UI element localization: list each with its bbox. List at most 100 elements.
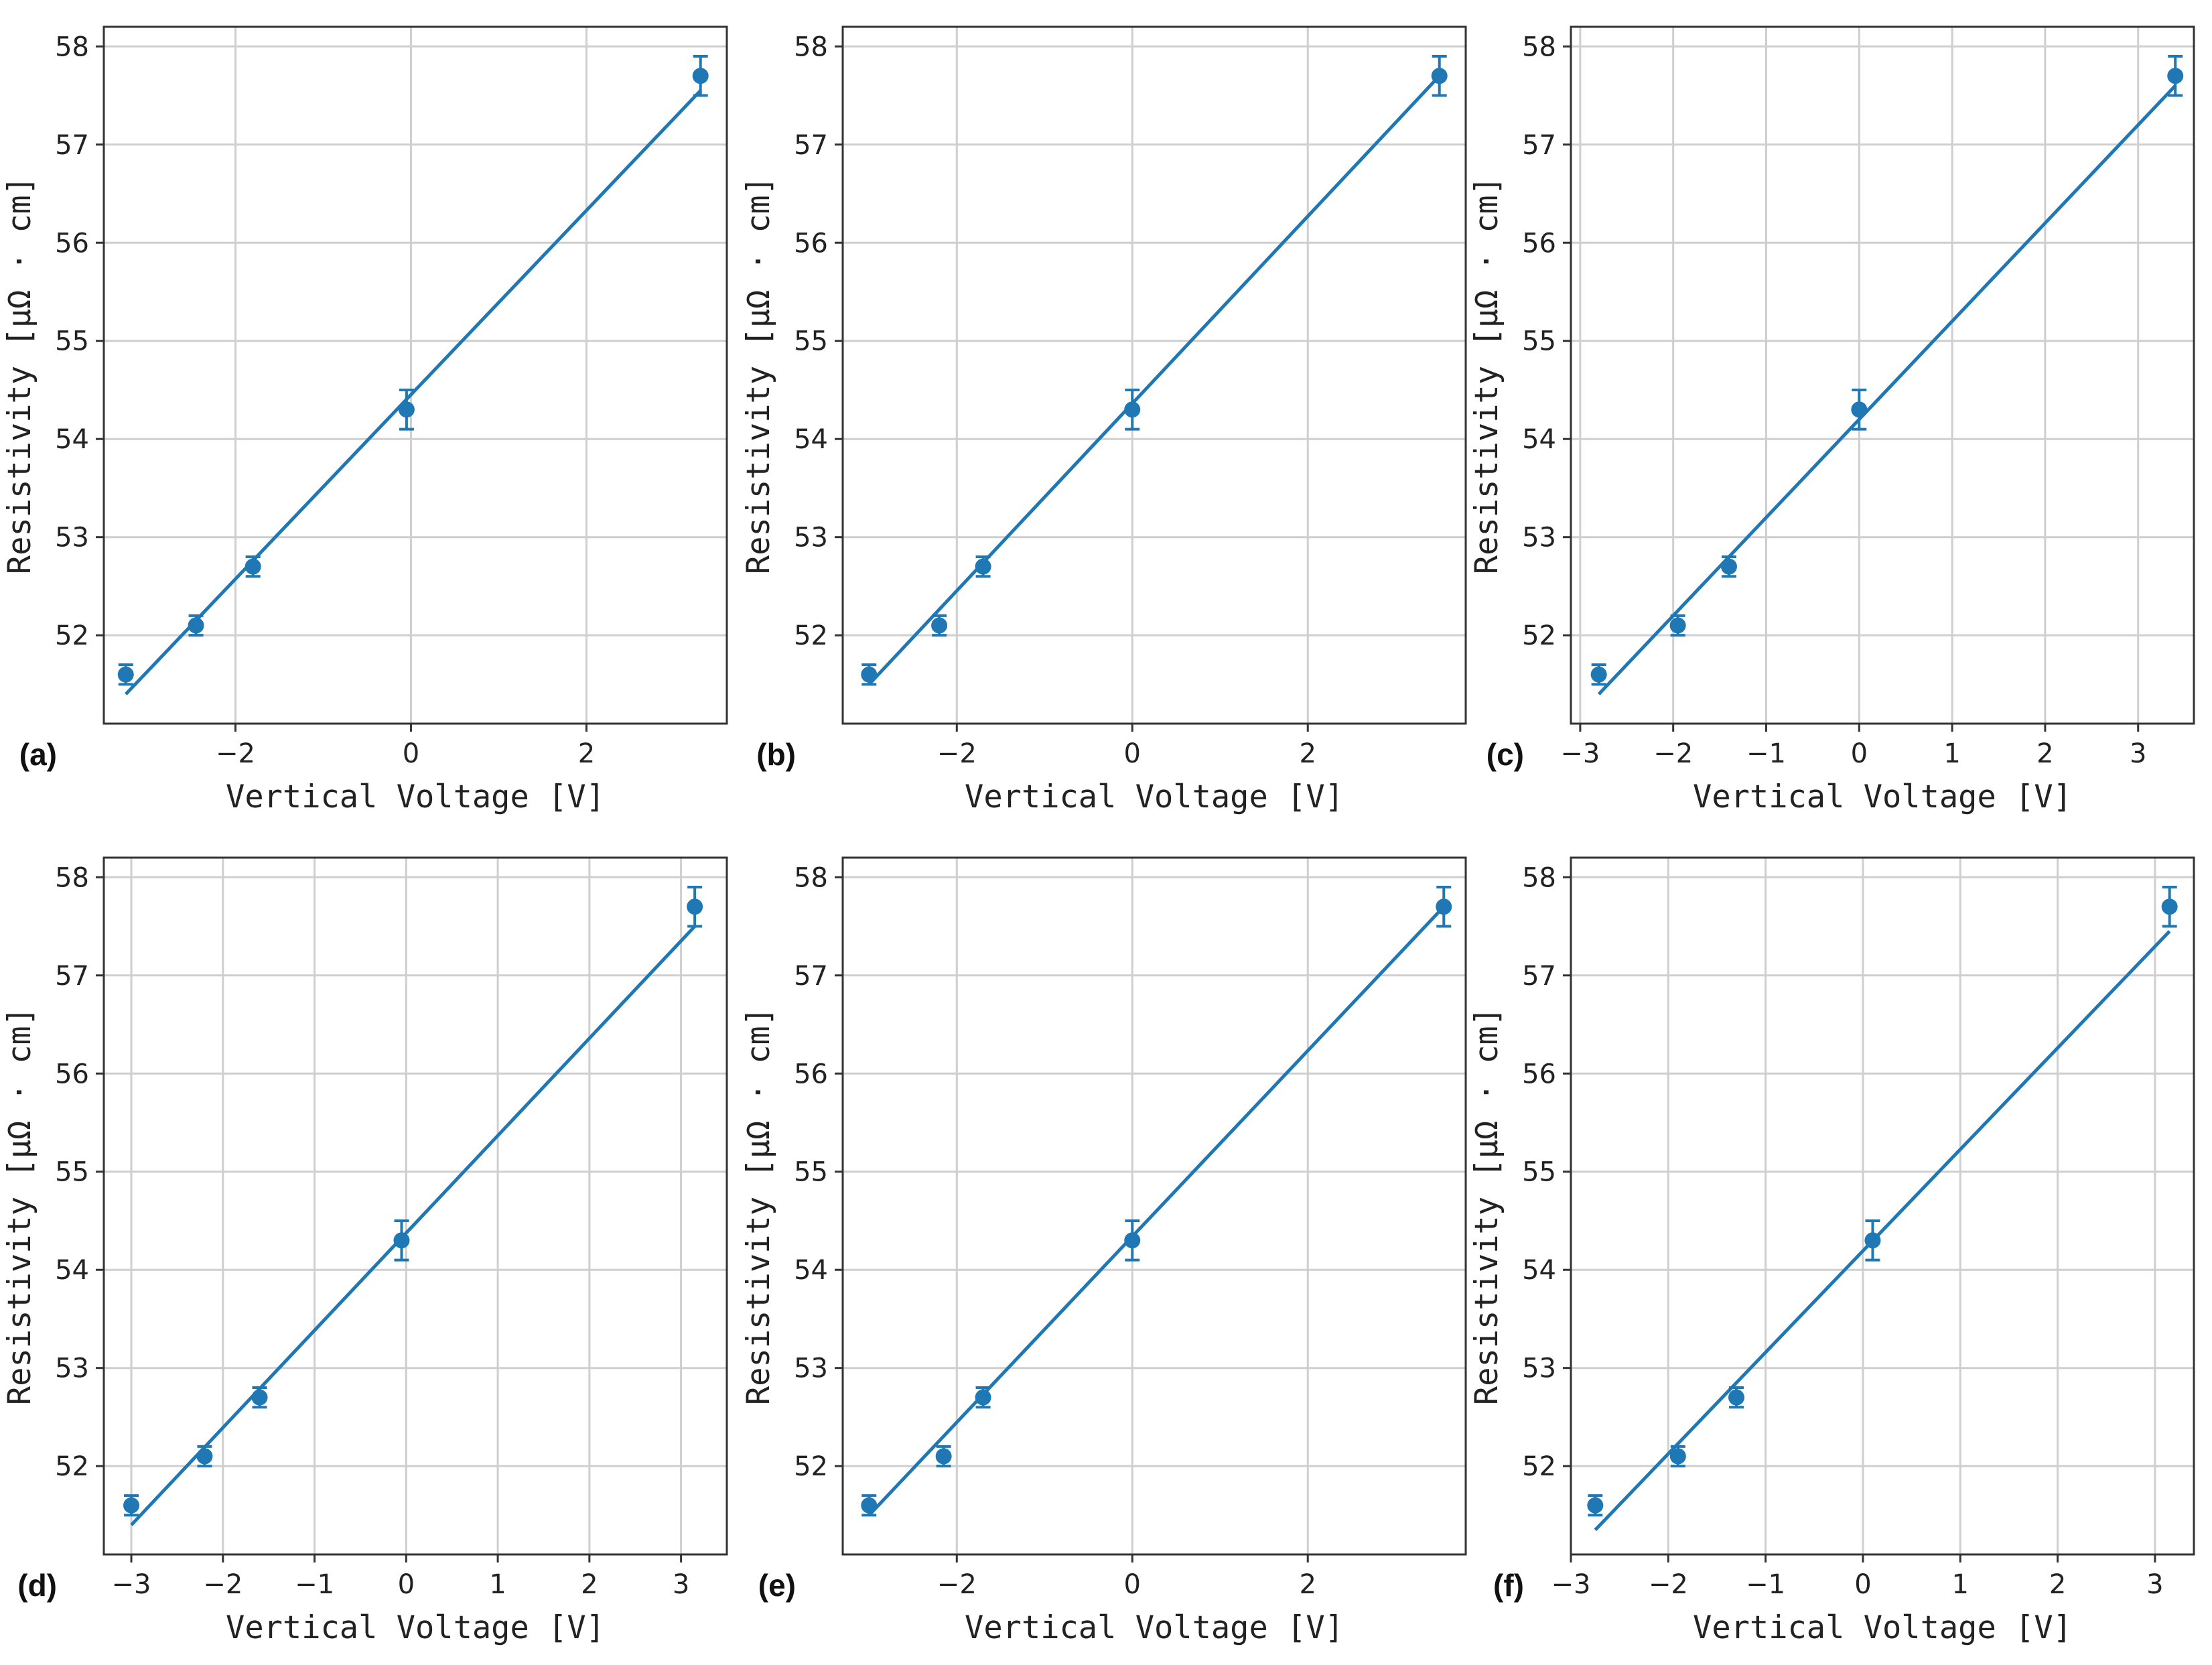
- y-tick-label: 52: [55, 620, 89, 651]
- plot-frame: [1570, 856, 2195, 1556]
- data-point: [931, 617, 948, 634]
- data-point: [1669, 1448, 1686, 1465]
- x-tick-label: 2: [2049, 1569, 2066, 1600]
- x-tick-label: 0: [403, 738, 419, 769]
- y-axis-title: Resistivity [μΩ · cm]: [740, 176, 777, 574]
- x-tick-label: 2: [1299, 738, 1316, 769]
- fit-line: [124, 89, 702, 695]
- y-tick-label: 54: [794, 1255, 828, 1286]
- fit-line: [1597, 84, 2177, 695]
- data-point: [196, 1448, 213, 1465]
- chart-panel-1: −2 0 2 52 53 54 55 56 57 58 Vertical Voltage [V] Re…: [1, 25, 728, 815]
- plot-frame: [1570, 25, 2195, 725]
- y-tick-label: 57: [1522, 130, 1556, 161]
- x-axis-title: Vertical Voltage [V]: [1693, 1609, 2072, 1646]
- y-tick-label: 56: [794, 1059, 828, 1089]
- data-point: [1728, 1389, 1745, 1406]
- data-point: [1864, 1232, 1881, 1249]
- data-point: [1590, 666, 1607, 683]
- x-tick-label: −1: [1746, 738, 1786, 769]
- y-tick-label: 55: [55, 326, 89, 357]
- data-point: [975, 1389, 991, 1406]
- panel-label: (d): [17, 1568, 57, 1603]
- y-tick-label: 53: [1522, 1353, 1556, 1384]
- y-tick-label: 56: [55, 1059, 89, 1089]
- x-tick-label: 0: [1851, 738, 1868, 769]
- y-tick-label: 57: [55, 130, 89, 161]
- y-tick-label: 53: [55, 523, 89, 553]
- y-tick-label: 55: [794, 326, 828, 357]
- x-tick-label: 0: [1854, 1569, 1871, 1600]
- y-tick-label: 57: [55, 961, 89, 992]
- y-tick-label: 56: [55, 228, 89, 259]
- y-tick-label: 52: [1522, 1451, 1556, 1482]
- data-point: [935, 1448, 952, 1465]
- data-point: [1436, 898, 1452, 915]
- y-tick-label: 54: [55, 1255, 89, 1286]
- data-point: [1851, 401, 1868, 418]
- data-point: [1124, 401, 1141, 418]
- x-tick-label: −3: [1560, 738, 1600, 769]
- chart-panel-4: −3 −2 −1 0 1 2 3 52 53 54 55 56 57 58 Vertical Voltage…: [1, 856, 728, 1646]
- chart-panel-2: −2 0 2 52 53 54 55 56 57 58 Vertical Voltage [V] Re…: [740, 25, 1467, 815]
- data-point: [117, 666, 134, 683]
- fit-line: [868, 905, 1446, 1517]
- x-tick-label: −1: [295, 1569, 334, 1600]
- y-axis-title: Resistivity [μΩ · cm]: [1468, 1007, 1505, 1405]
- x-tick-label: 2: [2036, 738, 2053, 769]
- y-tick-label: 56: [1522, 1059, 1556, 1089]
- data-point: [861, 1497, 878, 1514]
- y-tick-label: 53: [794, 523, 828, 553]
- chart-panel-6: −3 −2 −1 0 1 2 3 52 53 54 55 56 57 58 Vertical Voltage…: [1468, 856, 2195, 1646]
- y-tick-label: 54: [1522, 1255, 1556, 1286]
- y-tick-label: 58: [1522, 862, 1556, 893]
- panel-label: (c): [1487, 737, 1524, 772]
- y-tick-label: 58: [794, 31, 828, 62]
- y-tick-label: 55: [1522, 1157, 1556, 1188]
- data-point: [1669, 617, 1686, 634]
- data-point: [188, 617, 204, 634]
- x-tick-label: 1: [1952, 1569, 1969, 1600]
- data-point: [1587, 1497, 1604, 1514]
- y-tick-label: 52: [55, 1451, 89, 1482]
- y-tick-label: 52: [794, 620, 828, 651]
- y-tick-label: 52: [1522, 620, 1556, 651]
- data-point: [123, 1497, 140, 1514]
- panel-label: (b): [756, 737, 796, 772]
- x-tick-label: 0: [1124, 1569, 1141, 1600]
- fit-line: [868, 74, 1441, 686]
- y-axis-title: Resistivity [μΩ · cm]: [1, 1007, 38, 1405]
- y-tick-label: 54: [794, 424, 828, 455]
- x-tick-label: 0: [1124, 738, 1141, 769]
- x-tick-label: 3: [2146, 1569, 2163, 1600]
- y-tick-label: 53: [794, 1353, 828, 1384]
- y-tick-label: 53: [1522, 523, 1556, 553]
- y-tick-label: 58: [1522, 31, 1556, 62]
- data-point: [398, 401, 415, 418]
- x-axis-title: Vertical Voltage [V]: [226, 779, 605, 815]
- y-tick-label: 58: [55, 31, 89, 62]
- y-tick-label: 56: [794, 228, 828, 259]
- y-tick-label: 55: [1522, 326, 1556, 357]
- x-tick-label: 2: [581, 1569, 598, 1600]
- data-point: [861, 666, 878, 683]
- chart-panel-3: −3 −2 −1 0 1 2 3 52 53 54 55 56 57 58 Vertical Voltage…: [1468, 25, 2195, 815]
- y-tick-label: 58: [794, 862, 828, 893]
- y-tick-label: 57: [1522, 961, 1556, 992]
- y-tick-label: 53: [55, 1353, 89, 1384]
- y-tick-label: 58: [55, 862, 89, 893]
- x-tick-label: 3: [673, 1569, 689, 1600]
- fit-line: [1594, 930, 2171, 1532]
- y-axis-title: Resistivity [μΩ · cm]: [740, 1007, 777, 1405]
- chart-panel-5: −2 0 2 52 53 54 55 56 57 58 Vertical Voltage [V] Re…: [740, 856, 1467, 1646]
- y-tick-label: 54: [1522, 424, 1556, 455]
- data-point: [1431, 68, 1448, 84]
- x-tick-label: −3: [112, 1569, 151, 1600]
- x-tick-label: 3: [2130, 738, 2146, 769]
- plot-frame: [841, 25, 1467, 725]
- data-point: [393, 1232, 410, 1249]
- y-tick-label: 57: [794, 961, 828, 992]
- x-tick-label: 0: [398, 1569, 415, 1600]
